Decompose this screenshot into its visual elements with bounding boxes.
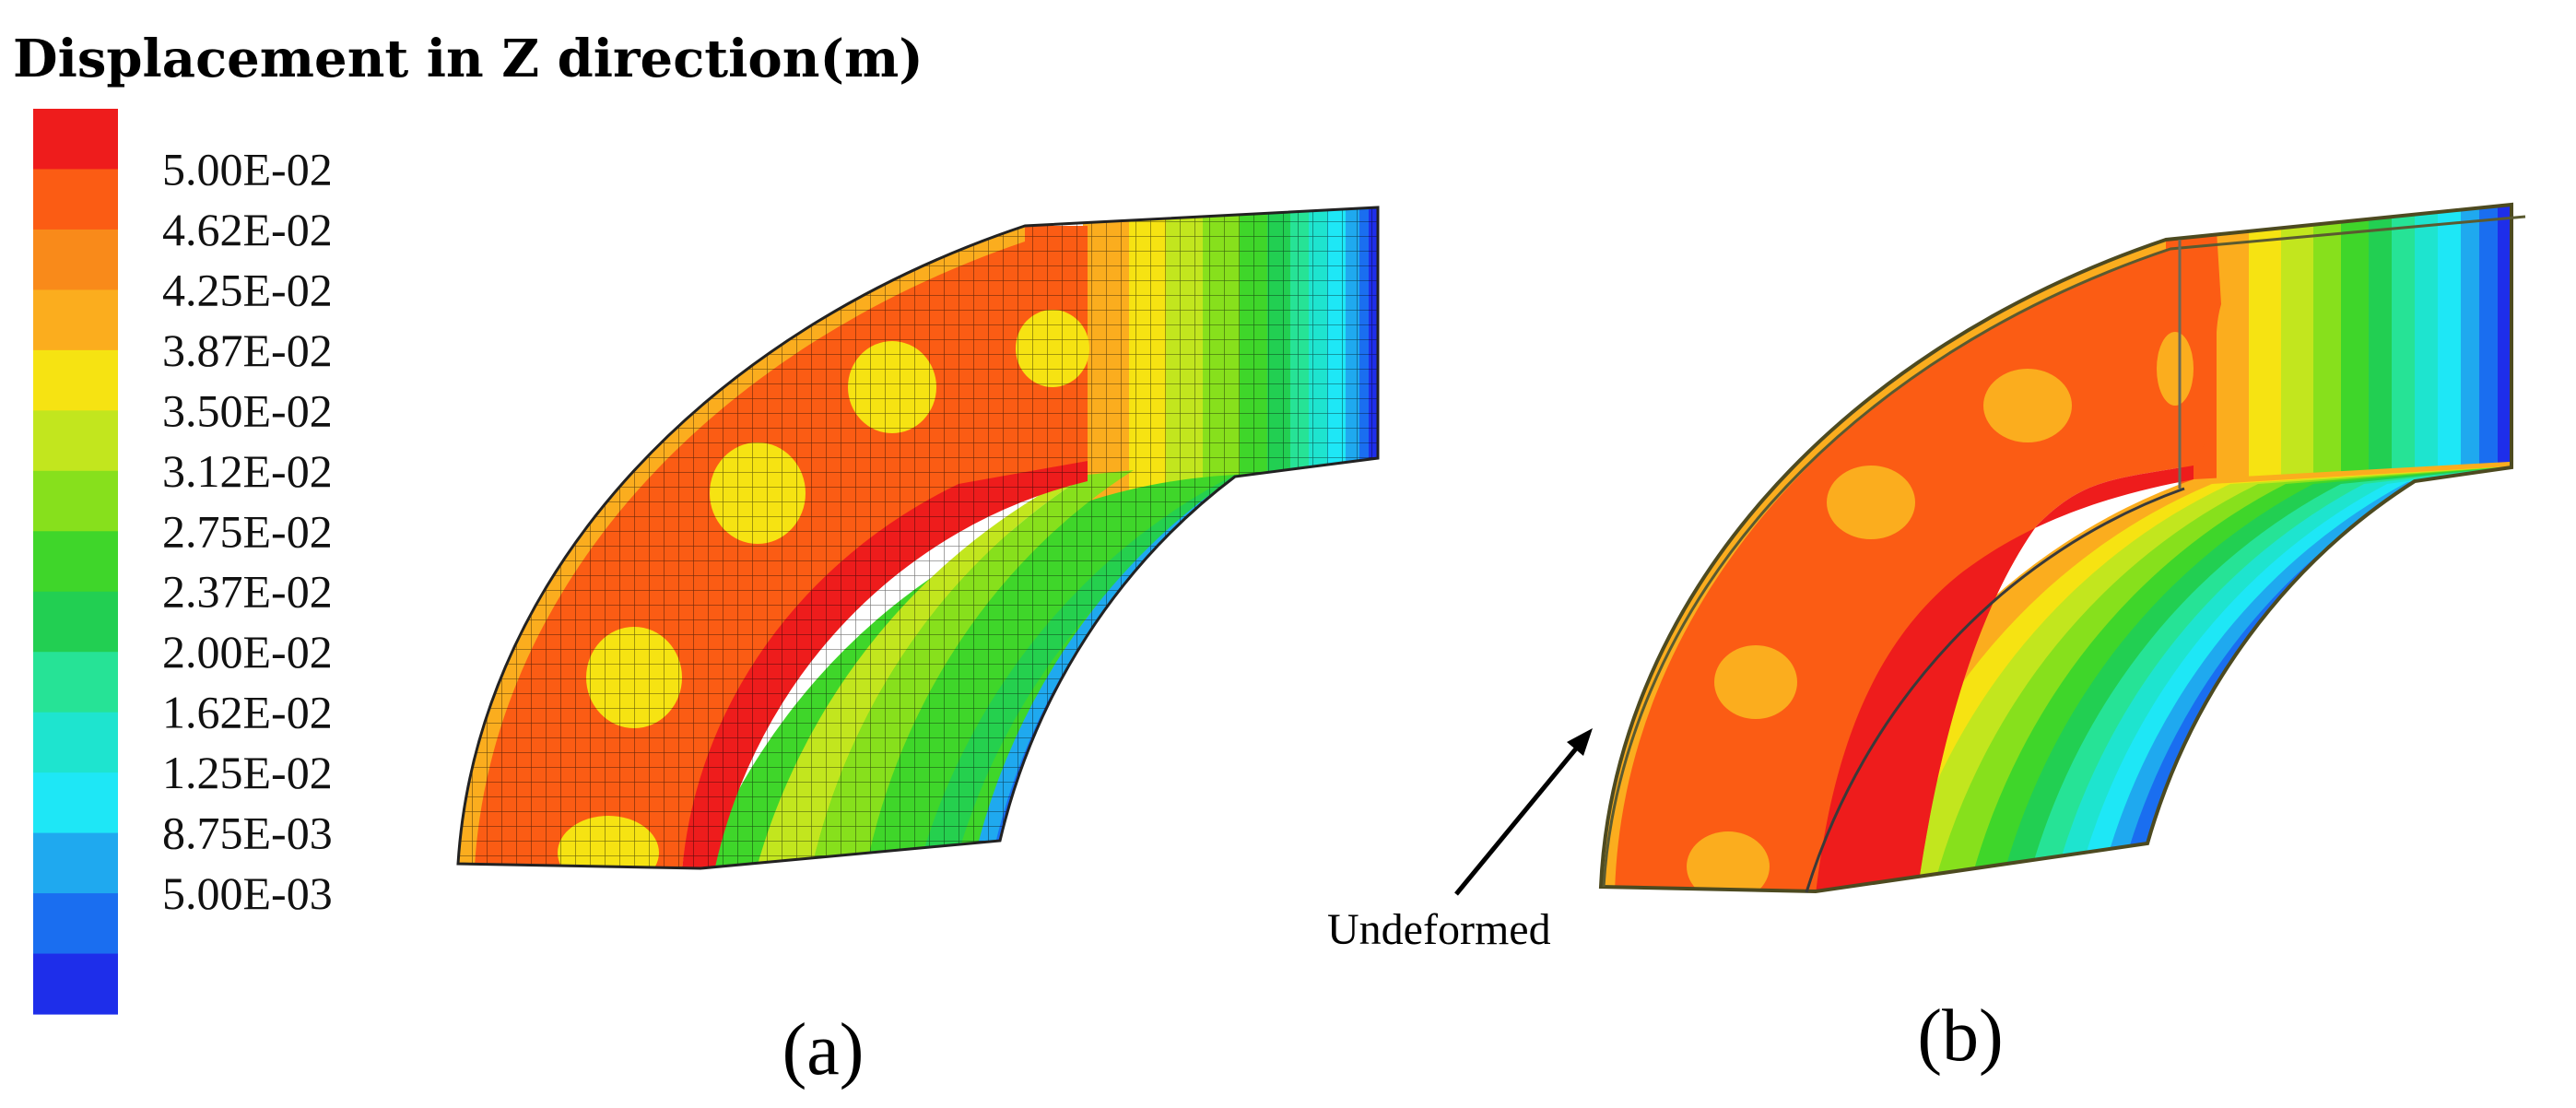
meshed-model [458, 207, 1378, 868]
legend-label: 5.00E-03 [162, 867, 333, 919]
legend-swatch [33, 712, 118, 773]
panel-a-caption: (a) [782, 1009, 865, 1090]
arrow-head-icon [1567, 728, 1593, 756]
legend-label: 2.00E-02 [162, 626, 333, 678]
legend-label: 3.87E-02 [162, 324, 333, 376]
legend-title: Displacement in Z direction(m) [13, 29, 923, 89]
panel-b: Undeformed (b) [1327, 203, 2526, 1077]
legend-label: 1.25E-02 [162, 747, 333, 798]
legend-swatch [33, 349, 118, 411]
legend-swatch [33, 893, 118, 955]
legend-colorbar [33, 109, 118, 1015]
legend-swatch [33, 229, 118, 290]
legend-label: 2.75E-02 [162, 505, 333, 557]
legend-labels: 5.00E-02 4.62E-02 4.25E-02 3.87E-02 3.50E-02… [162, 143, 333, 919]
legend-swatch [33, 470, 118, 532]
legend-label: 4.62E-02 [162, 204, 333, 255]
annotation-arrow [1454, 736, 1587, 896]
legend-swatch [33, 169, 118, 230]
legend-label: 2.37E-02 [162, 566, 333, 618]
deformed-model [1601, 205, 2511, 891]
legend-label: 4.25E-02 [162, 264, 333, 315]
panel-a: (a) [456, 206, 1380, 1090]
legend-swatch [33, 410, 118, 472]
legend-label: 8.75E-03 [162, 807, 333, 859]
legend: Displacement in Z direction(m) 5.00E-02 4… [13, 29, 923, 1015]
legend-swatch [33, 109, 118, 171]
legend-swatch [33, 289, 118, 351]
legend-swatch [33, 772, 118, 834]
legend-swatch [33, 652, 118, 713]
legend-swatch [33, 531, 118, 593]
undeformed-label: Undeformed [1327, 905, 1551, 954]
legend-label: 5.00E-02 [162, 143, 333, 194]
legend-label: 1.62E-02 [162, 687, 333, 738]
legend-swatch [33, 953, 118, 1015]
legend-label: 3.12E-02 [162, 445, 333, 497]
panel-b-caption: (b) [1917, 996, 2003, 1077]
legend-label: 3.50E-02 [162, 384, 333, 436]
legend-swatch [33, 832, 118, 894]
legend-swatch [33, 591, 118, 653]
